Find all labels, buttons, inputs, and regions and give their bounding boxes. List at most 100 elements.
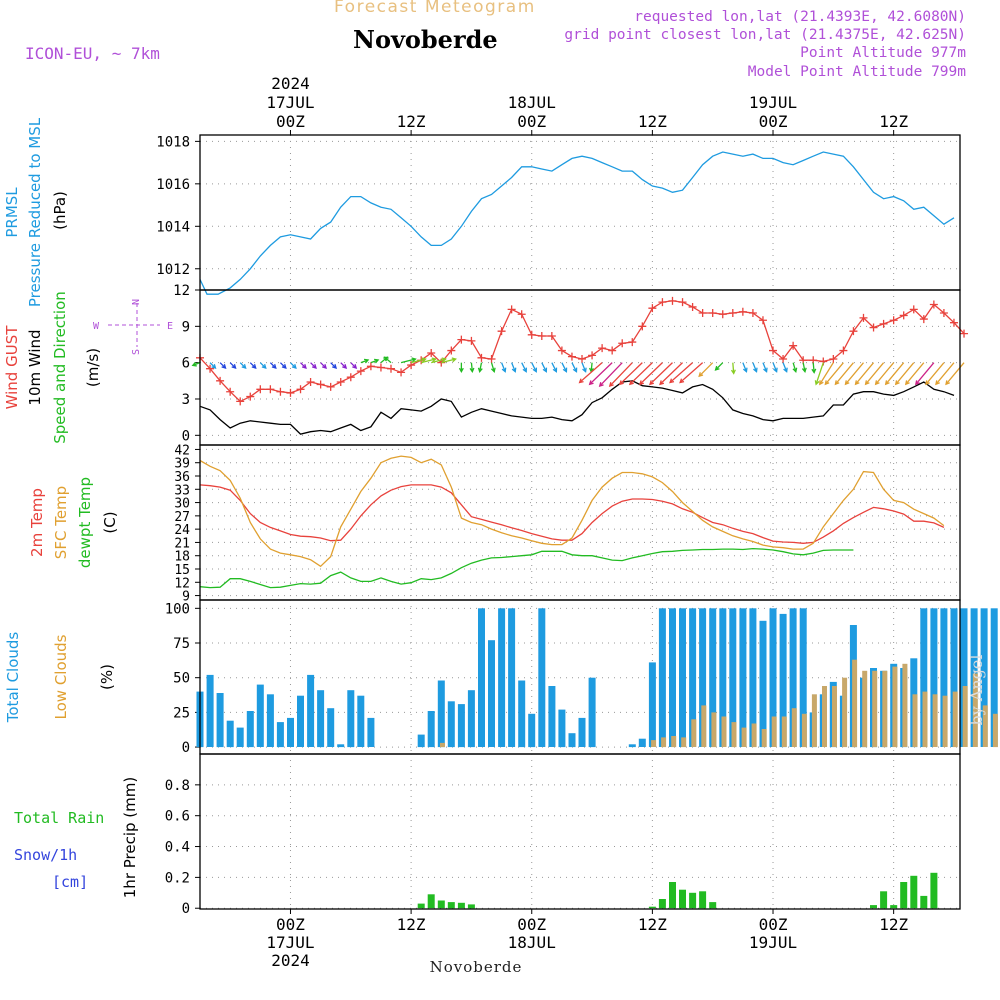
wind10m-line bbox=[199, 380, 955, 435]
wind-arrow-head bbox=[374, 358, 380, 364]
wind-arrow bbox=[659, 362, 683, 385]
wind-arrow-head bbox=[649, 380, 655, 386]
precip-bar bbox=[417, 903, 425, 909]
gust-marker bbox=[879, 319, 888, 328]
wind-arrow-head bbox=[469, 367, 475, 374]
wind-arrow-head bbox=[792, 367, 798, 373]
clouds-bar bbox=[741, 727, 747, 747]
clouds-bar bbox=[206, 674, 214, 747]
wind-arrow-head bbox=[511, 367, 517, 373]
gust-marker bbox=[688, 302, 697, 311]
gust-marker bbox=[839, 346, 848, 355]
gust-marker bbox=[668, 296, 677, 305]
gust-marker bbox=[256, 385, 265, 394]
gust-marker bbox=[960, 329, 969, 338]
wind-arrow bbox=[384, 356, 392, 364]
wind-arrow-head bbox=[441, 357, 447, 363]
wind-arrow-head bbox=[618, 380, 624, 386]
gust-marker bbox=[447, 346, 456, 355]
wind-arrow bbox=[590, 362, 593, 372]
precip-bar bbox=[920, 895, 928, 909]
wind-arrow bbox=[945, 362, 965, 385]
wind-arrow bbox=[551, 362, 557, 372]
precip-bar bbox=[658, 899, 666, 909]
wind-arrow-head bbox=[221, 364, 227, 370]
gust-marker bbox=[326, 382, 335, 391]
wind-arrow-head bbox=[945, 380, 950, 386]
wind-arrow bbox=[490, 362, 495, 372]
gust-marker bbox=[306, 378, 315, 387]
clouds-bar bbox=[417, 734, 425, 748]
top-time-label: 00Z bbox=[517, 112, 546, 131]
y-tick-label: 9 bbox=[182, 319, 190, 335]
gust-marker bbox=[467, 336, 476, 345]
wind-arrow bbox=[915, 362, 935, 385]
top-time-label: 17JUL bbox=[266, 93, 314, 112]
wind-arrow-head bbox=[844, 380, 850, 386]
wind-arrow bbox=[815, 362, 824, 385]
panel-pressure-label-0: PRMSL bbox=[3, 187, 21, 238]
bottom-time-label: 00Z bbox=[276, 915, 305, 934]
clouds-bar bbox=[799, 608, 807, 747]
wind-arrow-head bbox=[281, 364, 287, 370]
gust-marker bbox=[537, 332, 546, 341]
gust-marker bbox=[889, 316, 898, 325]
wind-arrow bbox=[531, 362, 537, 372]
clouds-bar bbox=[892, 666, 898, 748]
wind-arrow bbox=[619, 362, 643, 385]
y-tick-label: 30 bbox=[174, 497, 190, 512]
y-tick-label: 6 bbox=[182, 356, 190, 372]
y-tick-label: 0.6 bbox=[165, 809, 190, 825]
bottom-time-label: 12Z bbox=[879, 915, 908, 934]
wind-arrow bbox=[802, 362, 806, 372]
wind-arrow-head bbox=[431, 357, 437, 363]
precip-bar bbox=[930, 872, 938, 909]
clouds-bar bbox=[246, 711, 254, 748]
pressure-line bbox=[199, 151, 955, 295]
wind-arrow-head bbox=[773, 367, 778, 373]
clouds-bar bbox=[367, 717, 375, 747]
wind-arrow bbox=[834, 362, 854, 385]
clouds-bar bbox=[990, 608, 998, 747]
y-tick-label: 25 bbox=[173, 705, 190, 721]
wind-arrow bbox=[511, 362, 516, 372]
gust-marker bbox=[658, 298, 667, 307]
y-tick-label: 75 bbox=[173, 636, 190, 652]
wind-arrow bbox=[639, 362, 663, 385]
wind-arrow-head bbox=[598, 382, 604, 388]
wind-arrow-head bbox=[608, 382, 614, 388]
clouds-bar bbox=[558, 709, 566, 748]
y-tick-label: 27 bbox=[174, 510, 190, 525]
gust-marker bbox=[457, 335, 466, 344]
y-tick-label: 9 bbox=[182, 590, 190, 605]
precip-bar bbox=[890, 905, 898, 909]
wind-arrow-head bbox=[411, 357, 417, 363]
gust-marker bbox=[286, 388, 295, 397]
clouds-bar bbox=[960, 608, 968, 747]
compass-w: W bbox=[93, 321, 100, 332]
clouds-bar bbox=[781, 716, 787, 747]
y-tick-label: 1018 bbox=[156, 134, 190, 150]
panel-wind-label-1: 10m Wind bbox=[26, 329, 44, 405]
bottom-time-label: 2024 bbox=[271, 951, 310, 970]
wind-arrow-head bbox=[904, 380, 910, 386]
clouds-bar bbox=[669, 608, 676, 747]
clouds-bar bbox=[761, 729, 767, 747]
gridpoint-coords: grid point closest lon,lat (21.4375E, 42… bbox=[564, 27, 966, 43]
clouds-bar bbox=[548, 686, 556, 747]
clouds-bar bbox=[962, 686, 968, 747]
precip-bar bbox=[437, 900, 445, 909]
wind-arrow-head bbox=[562, 367, 568, 373]
clouds-bar bbox=[721, 716, 727, 747]
clouds-bar bbox=[751, 723, 757, 748]
panel-precip-label-3: 1hr Precip (mm) bbox=[121, 777, 139, 898]
gust-marker bbox=[517, 310, 526, 319]
y-tick-label: 1014 bbox=[156, 219, 190, 235]
clouds-bar bbox=[940, 608, 948, 747]
model-altitude: Model Point Altitude 799m bbox=[747, 64, 966, 80]
precip-bar bbox=[669, 882, 676, 909]
wind-arrow bbox=[579, 362, 603, 383]
wind-arrow-head bbox=[659, 380, 665, 386]
clouds-bar bbox=[447, 701, 455, 748]
